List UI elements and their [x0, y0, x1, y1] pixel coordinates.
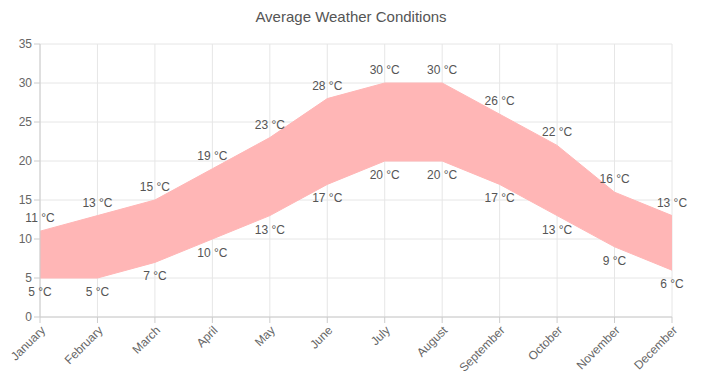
svg-text:16 °C: 16 °C [599, 172, 629, 186]
svg-text:10: 10 [19, 232, 33, 246]
svg-text:30: 30 [19, 76, 33, 90]
svg-text:5 °C: 5 °C [86, 285, 110, 299]
svg-text:20: 20 [19, 154, 33, 168]
svg-text:0: 0 [25, 310, 32, 324]
svg-text:December: December [631, 323, 680, 372]
svg-text:28 °C: 28 °C [312, 79, 342, 93]
svg-text:11 °C: 11 °C [25, 211, 55, 225]
svg-text:26 °C: 26 °C [485, 94, 515, 108]
svg-text:May: May [252, 323, 278, 349]
svg-text:20 °C: 20 °C [370, 168, 400, 182]
svg-text:15: 15 [19, 193, 33, 207]
svg-text:17 °C: 17 °C [485, 191, 515, 205]
svg-text:October: October [525, 323, 565, 363]
svg-text:10 °C: 10 °C [197, 246, 227, 260]
svg-text:5 °C: 5 °C [28, 285, 52, 299]
svg-text:23 °C: 23 °C [255, 118, 285, 132]
svg-text:August: August [414, 323, 451, 360]
svg-text:19 °C: 19 °C [197, 149, 227, 163]
svg-text:13 °C: 13 °C [82, 196, 112, 210]
svg-text:30 °C: 30 °C [427, 63, 457, 77]
svg-text:22 °C: 22 °C [542, 125, 572, 139]
svg-text:February: February [62, 323, 106, 367]
svg-text:30 °C: 30 °C [370, 63, 400, 77]
svg-text:November: November [574, 323, 623, 372]
svg-text:7 °C: 7 °C [143, 269, 167, 283]
svg-text:January: January [8, 323, 48, 363]
svg-text:13 °C: 13 °C [542, 223, 572, 237]
svg-text:25: 25 [19, 115, 33, 129]
svg-text:July: July [368, 323, 393, 348]
svg-text:9 °C: 9 °C [603, 254, 627, 268]
svg-text:June: June [307, 323, 336, 352]
svg-text:March: March [130, 323, 163, 356]
svg-text:13 °C: 13 °C [657, 196, 687, 210]
svg-text:13 °C: 13 °C [255, 223, 285, 237]
svg-text:15 °C: 15 °C [140, 180, 170, 194]
svg-text:20 °C: 20 °C [427, 168, 457, 182]
svg-text:April: April [194, 323, 221, 350]
svg-text:35: 35 [19, 37, 33, 51]
svg-text:5: 5 [25, 271, 32, 285]
svg-text:17 °C: 17 °C [312, 191, 342, 205]
svg-text:September: September [456, 323, 507, 374]
svg-text:6 °C: 6 °C [660, 277, 684, 291]
html-text:Average Weather Conditions: Average Weather Conditions [255, 8, 447, 25]
